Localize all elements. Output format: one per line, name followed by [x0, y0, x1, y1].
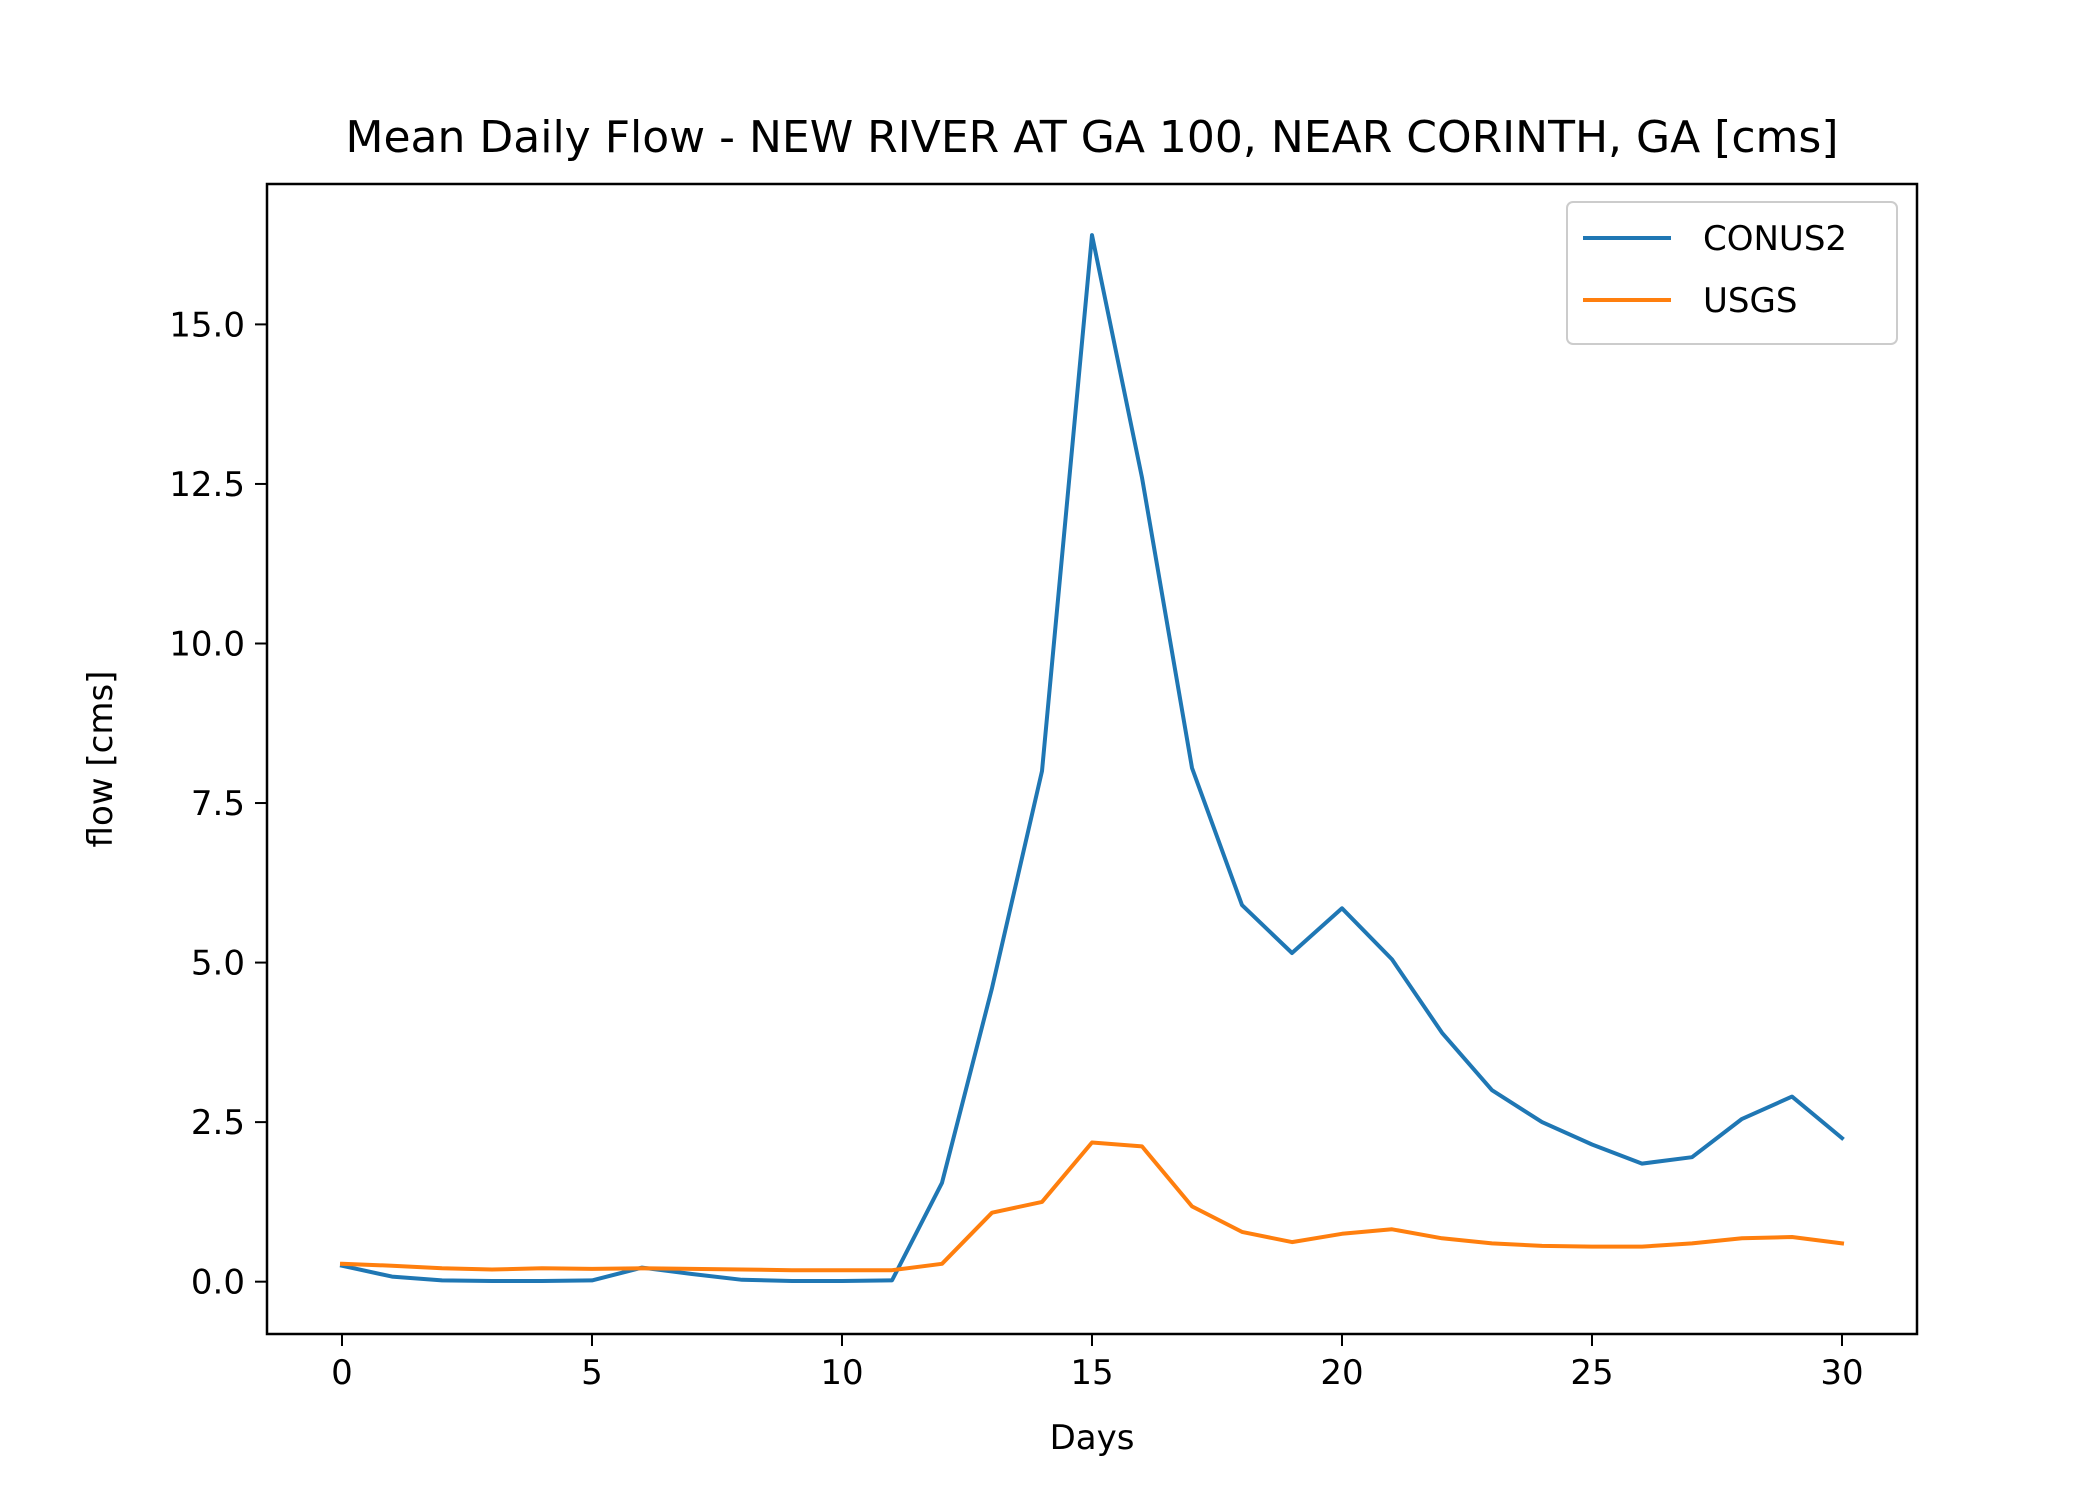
- x-tick-label: 20: [1320, 1353, 1363, 1393]
- x-tick-label: 5: [581, 1353, 603, 1393]
- y-tick-label: 10.0: [169, 624, 245, 664]
- x-tick-label: 10: [820, 1353, 863, 1393]
- chart-title: Mean Daily Flow - NEW RIVER AT GA 100, N…: [346, 112, 1839, 163]
- x-tick-label: 25: [1570, 1353, 1613, 1393]
- series-line-usgs: [339, 1140, 1845, 1273]
- y-tick-label: 5.0: [191, 944, 245, 984]
- y-tick-label: 7.5: [191, 784, 245, 824]
- x-axis: 0 5 10 15 20 25 30: [331, 1334, 1864, 1393]
- y-axis-label: flow [cms]: [81, 671, 121, 848]
- y-tick-label: 12.5: [169, 465, 245, 505]
- legend: CONUS2 USGS: [1566, 201, 1898, 345]
- x-tick-label: 15: [1070, 1353, 1113, 1393]
- legend-label-usgs: USGS: [1703, 281, 1797, 321]
- legend-label-conus2: CONUS2: [1703, 219, 1847, 259]
- y-tick-label: 0.0: [191, 1263, 245, 1303]
- y-tick-label: 15.0: [169, 305, 245, 345]
- y-tick-label: 2.5: [191, 1103, 245, 1143]
- plot-area: [339, 233, 1845, 1283]
- y-axis: 0.0 2.5 5.0 7.5 10.0 12.5 15.0: [169, 305, 267, 1303]
- x-axis-label: Days: [1050, 1418, 1135, 1458]
- series-line-conus2: [339, 233, 1845, 1283]
- x-tick-label: 0: [331, 1353, 353, 1393]
- x-tick-label: 30: [1820, 1353, 1863, 1393]
